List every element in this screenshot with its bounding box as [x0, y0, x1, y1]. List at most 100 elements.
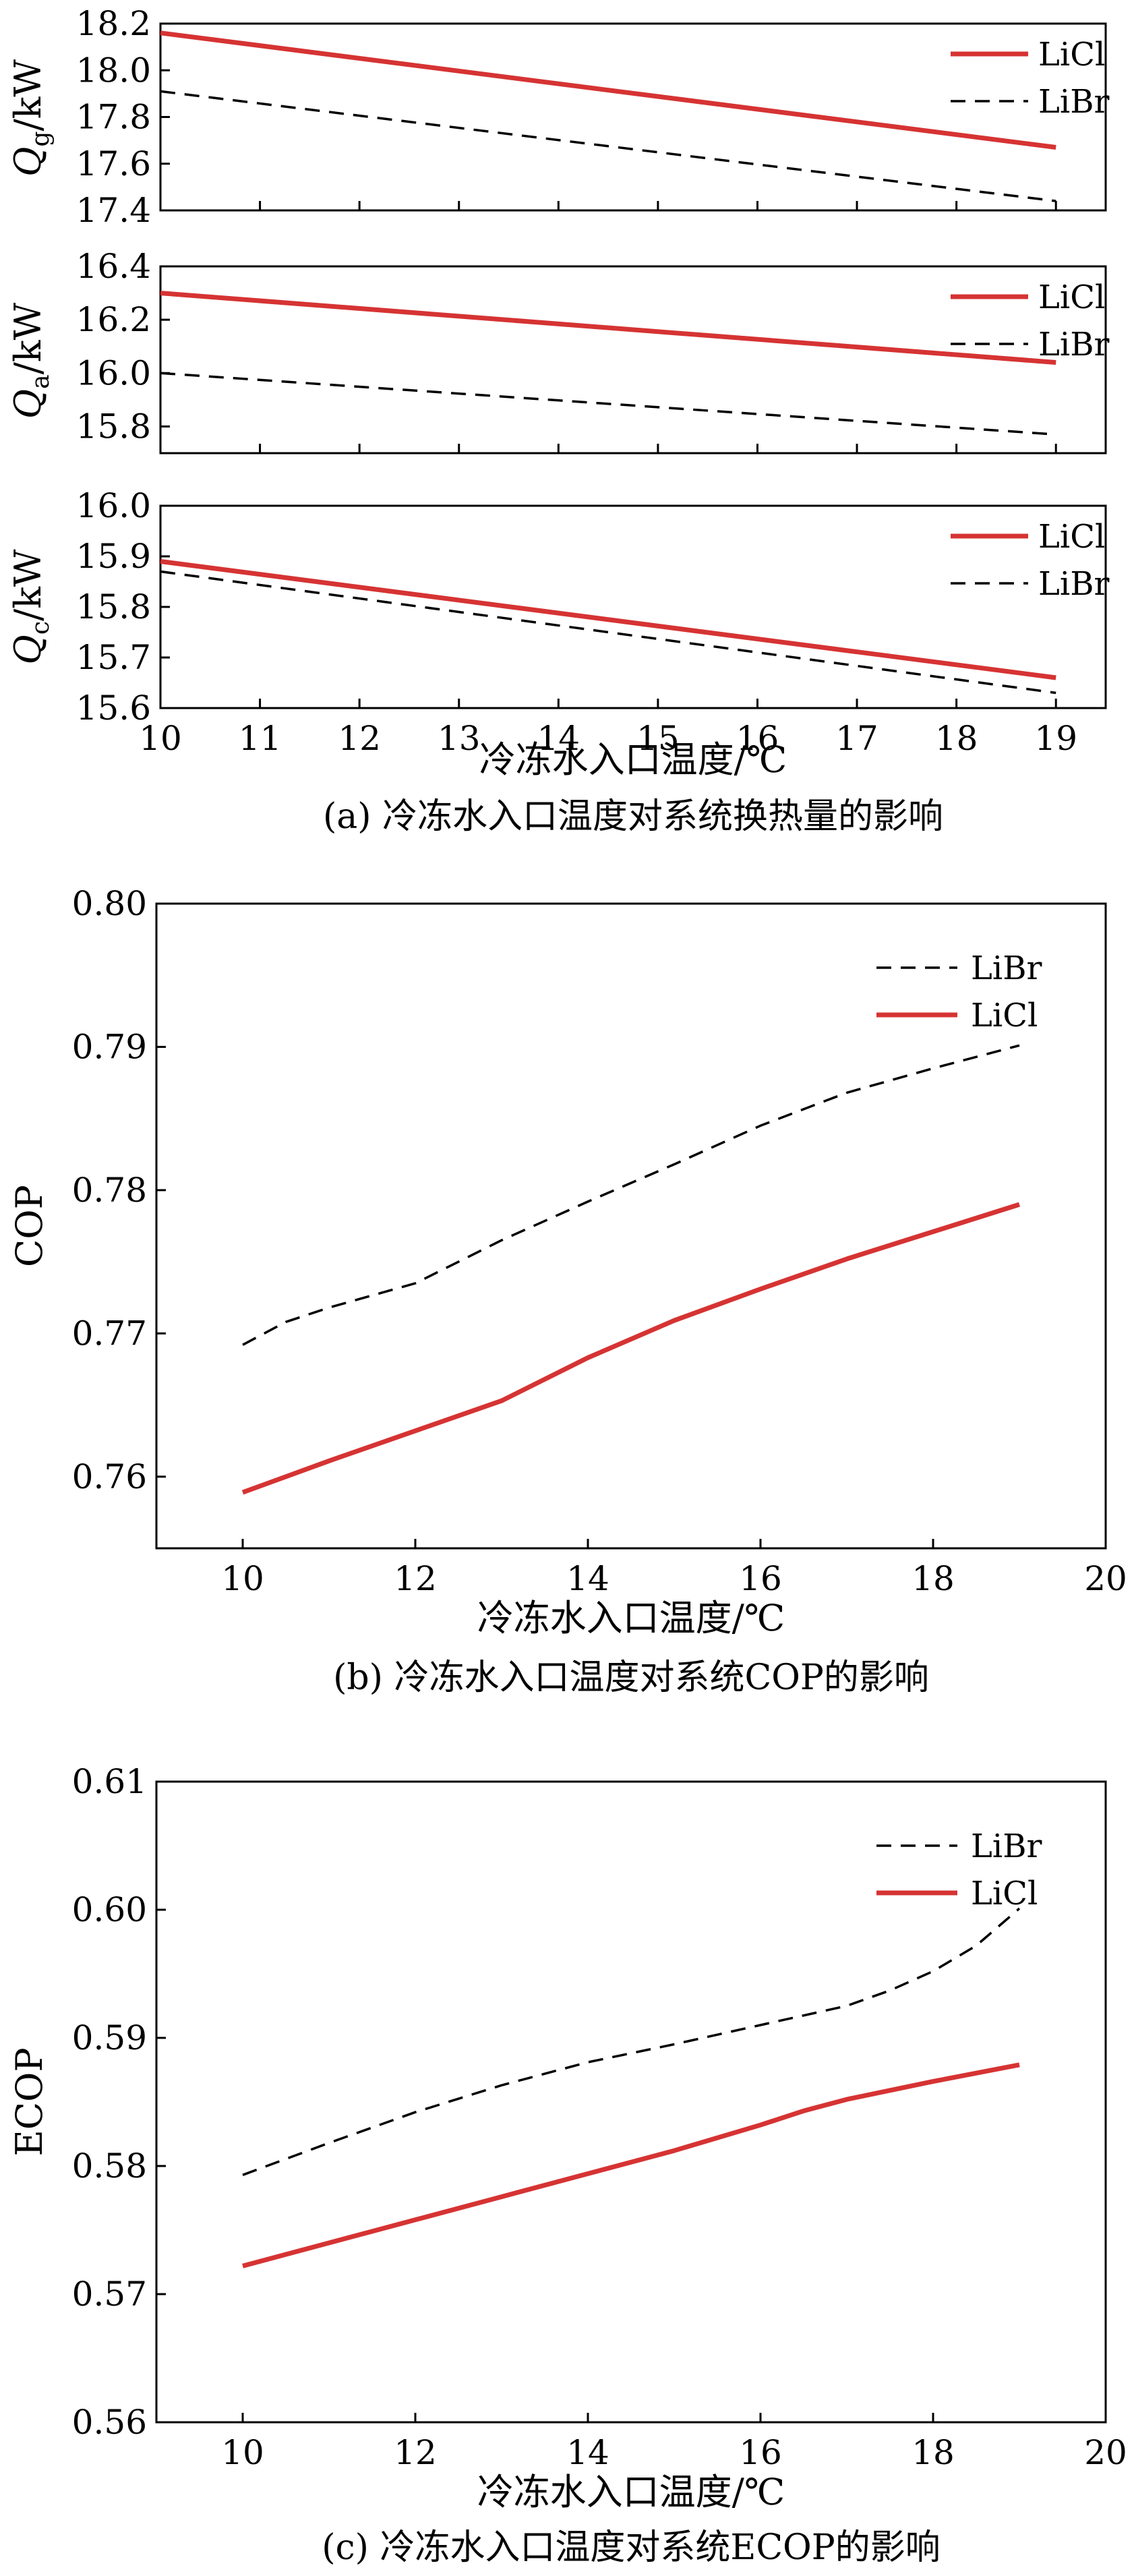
series-line-licl — [242, 2062, 1020, 2268]
y-axis-title: ECOP — [8, 2047, 51, 2156]
x-tick-label: 16 — [739, 1559, 782, 1598]
panel-c: 0.61 0.60 0.59 0.58 0.57 0.56 10 12 14 16 18 20 ECOP… — [8, 1762, 1127, 2568]
figure-caption: (a) 冷冻水入口温度对系统换热量的影响 — [323, 796, 943, 837]
y-tick-label: 0.59 — [72, 2018, 147, 2057]
panel-a-bottom: 16.0 15.9 15.8 15.7 15.610 11 12 13 14 15 16 17 18 19… — [7, 486, 1110, 837]
y-axis-unit: /kW — [7, 59, 49, 131]
y-tick-label: 0.76 — [72, 1457, 147, 1496]
legend: LiCl LiBr — [951, 36, 1110, 121]
y-tick-label: 0.57 — [72, 2275, 147, 2314]
y-axis-subscript: c — [27, 621, 55, 635]
legend-label-licl: LiCl — [971, 997, 1038, 1034]
x-tick-label: 10 — [221, 1559, 264, 1598]
x-tick-label: 18 — [935, 719, 978, 758]
x-tick-label: 19 — [1034, 719, 1077, 758]
legend-label-licl: LiCl — [971, 1875, 1038, 1912]
plot-frame — [155, 1780, 1107, 2424]
x-tick-label: 12 — [394, 1559, 437, 1598]
y-tick-label: 18.2 — [76, 4, 151, 43]
series-line-libr — [242, 1907, 1021, 2176]
figure-caption: (c) 冷冻水入口温度对系统ECOP的影响 — [322, 2527, 941, 2568]
y-tick-label: 16.4 — [76, 247, 151, 286]
y-axis-title: COP — [8, 1185, 51, 1267]
x-axis-title: 冷冻水入口温度/℃ — [477, 1597, 785, 1639]
y-tick-label: 16.2 — [76, 300, 151, 339]
x-tick-label: 20 — [1084, 1559, 1127, 1598]
x-tick-label: 18 — [912, 1559, 955, 1598]
legend-label-licl: LiCl — [1038, 36, 1105, 74]
y-tick-label: 17.4 — [76, 191, 151, 230]
y-tick-label: 17.8 — [76, 98, 151, 137]
plot-frame — [155, 902, 1107, 1550]
x-tick-label: 13 — [438, 719, 481, 758]
x-tick-label: 14 — [566, 2433, 609, 2472]
y-tick-label: 0.56 — [72, 2403, 147, 2442]
series-line-licl — [241, 1202, 1021, 1495]
y-tick-label: 15.6 — [76, 689, 151, 728]
y-tick-label: 0.58 — [72, 2146, 147, 2186]
legend: LiCl LiBr — [951, 518, 1110, 603]
y-tick-label: 0.78 — [72, 1171, 147, 1210]
y-axis-subscript: a — [27, 374, 55, 388]
y-tick-label: 0.61 — [72, 1762, 147, 1801]
legend: LiBr LiCl — [876, 1827, 1042, 1912]
x-tick-label: 10 — [139, 719, 182, 758]
series-line-licl — [160, 30, 1056, 150]
x-tick-label: 12 — [338, 719, 381, 758]
legend-label-licl: LiCl — [1038, 279, 1105, 316]
y-axis-symbol: Q — [7, 389, 49, 419]
y-axis-symbol: Q — [7, 147, 49, 177]
x-tick-label: 16 — [739, 2433, 782, 2472]
x-tick-label: 15 — [636, 719, 680, 758]
legend-label-libr: LiBr — [1038, 565, 1110, 603]
y-axis-title: Qg/kW — [7, 59, 55, 177]
y-axis-title: Qc/kW — [7, 549, 55, 664]
y-tick-label: 18.0 — [76, 51, 151, 90]
y-tick-label: 0.60 — [72, 1890, 147, 1929]
legend-label-libr: LiBr — [1038, 83, 1110, 121]
series-line-libr — [242, 1044, 1020, 1346]
legend-label-licl: LiCl — [1038, 518, 1105, 556]
series-line-licl — [160, 291, 1056, 365]
legend: LiBr LiCl — [876, 949, 1042, 1034]
x-tick-label: 10 — [221, 2433, 264, 2472]
y-axis-unit: /kW — [7, 549, 49, 621]
y-axis-subscript: g — [27, 131, 55, 147]
x-tick-label: 20 — [1084, 2433, 1127, 2472]
legend-label-libr: LiBr — [971, 1827, 1042, 1865]
y-tick-label: 17.6 — [76, 144, 151, 183]
series-line-libr — [160, 570, 1056, 695]
legend: LiCl LiBr — [951, 279, 1110, 363]
figure-caption: (b) 冷冻水入口温度对系统COP的影响 — [333, 1658, 929, 1698]
x-axis-title: 冷冻水入口温度/℃ — [477, 2471, 785, 2513]
y-tick-label: 15.8 — [76, 587, 151, 626]
y-axis-unit: /kW — [7, 302, 49, 374]
series-line-licl — [160, 559, 1056, 680]
x-tick-label: 16 — [736, 719, 779, 758]
x-tick-label: 17 — [835, 719, 878, 758]
x-tick-label: 12 — [394, 2433, 437, 2472]
x-tick-label: 14 — [566, 1559, 609, 1598]
x-tick-label: 18 — [912, 2433, 955, 2472]
y-tick-label: 0.80 — [72, 884, 147, 923]
y-tick-label: 15.7 — [76, 638, 151, 677]
y-axis-symbol: Q — [7, 635, 49, 664]
panel-a-top: 18.2 18.0 17.8 17.6 17.4 Qg/kW LiCl LiBr — [7, 4, 1110, 230]
series-line-libr — [160, 90, 1056, 202]
x-tick-label: 11 — [239, 719, 282, 758]
y-axis-title: Qa/kW — [7, 302, 55, 419]
y-tick-label: 16.0 — [76, 486, 151, 525]
series-line-libr — [160, 372, 1056, 436]
y-tick-label: 0.77 — [72, 1314, 147, 1353]
y-tick-label: 0.79 — [72, 1027, 147, 1066]
y-tick-label: 15.9 — [76, 537, 151, 576]
panel-a-mid: 16.4 16.2 16.0 15.8 Qa/kW LiCl LiBr — [7, 247, 1110, 455]
legend-label-libr: LiBr — [971, 949, 1042, 987]
y-tick-label: 16.0 — [76, 353, 151, 392]
x-tick-label: 14 — [537, 719, 580, 758]
y-tick-label: 15.8 — [76, 407, 151, 446]
plot-frame — [159, 265, 1107, 455]
legend-label-libr: LiBr — [1038, 326, 1110, 363]
x-axis-title: 冷冻水入口温度/℃ — [479, 738, 787, 781]
